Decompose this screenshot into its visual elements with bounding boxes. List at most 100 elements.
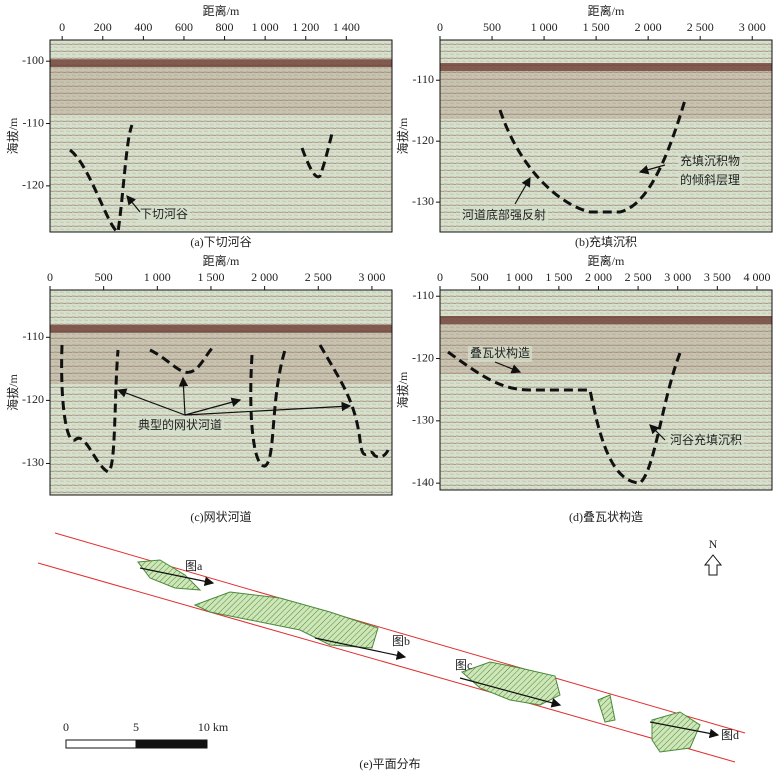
x-tick-label: 200 (94, 20, 112, 34)
interpretation-line (300, 129, 335, 179)
scale-label: 10 km (198, 720, 229, 734)
x-axis-label: 距离/m (203, 253, 240, 268)
y-tick-label: -110 (22, 115, 44, 129)
upper-layer (50, 67, 392, 116)
caption: (d)叠瓦状构造 (569, 509, 643, 524)
seismic-image (440, 40, 772, 232)
y-axis-label: 海拔/m (5, 117, 20, 154)
y-tick-label: -110 (22, 329, 44, 343)
x-axis-label: 距离/m (588, 253, 625, 268)
x-tick-label: 500 (471, 270, 489, 284)
x-tick-label: 1 200 (292, 20, 319, 34)
caption: (a)下切河谷 (190, 235, 251, 249)
scale-bar (135, 739, 208, 749)
x-tick-label: 2 500 (625, 270, 652, 284)
annotation: 典型的网状河道 (138, 417, 222, 432)
x-tick-label: 1 500 (583, 20, 610, 34)
seafloor-band (50, 59, 392, 68)
y-axis-label: 海拔/m (395, 371, 410, 408)
y-axis-label: 海拔/m (395, 117, 410, 154)
seafloor-band (440, 63, 772, 72)
boundary-line (37, 562, 736, 763)
x-axis-label: 距离/m (588, 3, 625, 18)
x-tick-label: 2 000 (585, 270, 612, 284)
x-tick-label: 1 000 (506, 270, 533, 284)
arrow (184, 401, 352, 416)
x-tick-label: 2 500 (305, 270, 332, 284)
annotation: 叠瓦状构造 (470, 345, 530, 360)
annotation: 的倾斜层理 (680, 172, 740, 187)
x-tick-label: 3 000 (664, 270, 691, 284)
frame (439, 39, 773, 233)
patch (651, 711, 701, 753)
y-tick-label: -130 (412, 194, 434, 208)
interpretation-line (69, 124, 134, 235)
x-tick-label: 500 (483, 20, 501, 34)
y-tick-label: -140 (412, 475, 434, 489)
patch (193, 591, 379, 649)
map-label: 图b (392, 634, 410, 648)
x-tick-label: 3 000 (739, 20, 766, 34)
patch (597, 694, 616, 723)
annotation: 下切河谷 (140, 207, 188, 221)
interpretation-line (498, 99, 687, 214)
x-tick-label: 400 (134, 20, 152, 34)
arrow (139, 567, 215, 587)
frame (439, 289, 773, 491)
interpretation-line (249, 349, 287, 468)
interpretation-line (318, 344, 390, 459)
x-tick-label: 500 (95, 270, 113, 284)
x-tick-label: 1 000 (252, 20, 279, 34)
upper-layer (50, 332, 392, 385)
x-tick-label: 2 000 (251, 270, 278, 284)
y-tick-label: -110 (412, 288, 434, 302)
interpretation-line (60, 344, 120, 474)
x-tick-label: 2 000 (635, 20, 662, 34)
x-tick-label: 0 (437, 270, 443, 284)
arrow (649, 424, 666, 441)
map: 图a 图b 图c 图d N 0 5 10 km (e)平面分布 (37, 532, 746, 771)
seismic-image (50, 40, 392, 232)
interpretation-line (447, 350, 682, 485)
scale-label: 5 (133, 720, 139, 734)
y-axis-label: 海拔/m (5, 374, 20, 411)
annotation: 河谷充填沉积 (670, 432, 742, 447)
x-tick-label: 1 400 (333, 20, 360, 34)
x-axis-label: 距离/m (203, 3, 240, 18)
caption: (b)充填沉积 (575, 234, 637, 249)
x-tick-label: 0 (437, 20, 443, 34)
arrow (494, 361, 522, 374)
arrow (126, 195, 141, 213)
caption: (c)网状河道 (190, 510, 251, 524)
x-tick-label: 1 500 (197, 270, 224, 284)
y-tick-label: -130 (412, 413, 434, 427)
frame (49, 289, 393, 496)
annotation-bg (460, 208, 548, 224)
arrow (459, 677, 562, 708)
arrow (638, 164, 666, 175)
y-tick-label: -120 (412, 133, 434, 147)
x-tick-label: 4 000 (743, 270, 770, 284)
y-tick-label: -120 (22, 178, 44, 192)
arrow (178, 376, 189, 416)
x-tick-label: 1 000 (144, 270, 171, 284)
annotation-bg (678, 173, 742, 189)
interpretation-line (149, 343, 217, 374)
patch (461, 661, 561, 706)
x-tick-label: 3 000 (358, 270, 385, 284)
annotation-bg (468, 346, 532, 362)
north-arrow (703, 554, 723, 576)
x-tick-label: 0 (47, 270, 53, 284)
arrow (116, 388, 186, 416)
upper-layer (440, 71, 772, 120)
x-tick-label: 0 (59, 20, 65, 34)
annotation: 河道底部强反射 (462, 207, 546, 222)
y-tick-label: -110 (412, 72, 434, 86)
annotation: 充填沉积物 (680, 153, 740, 168)
annotation-bg (136, 418, 224, 434)
y-tick-label: -120 (22, 392, 44, 406)
x-tick-label: 800 (216, 20, 234, 34)
arrow (184, 397, 242, 416)
scale-bar (65, 739, 137, 749)
